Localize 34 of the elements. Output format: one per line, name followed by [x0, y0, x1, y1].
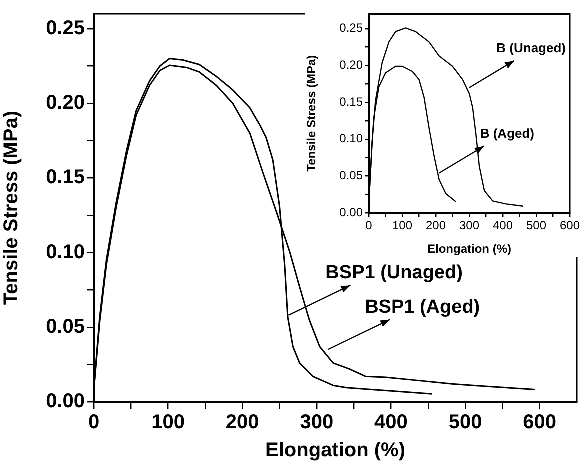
x-tick-label: 0	[88, 412, 100, 434]
y-tick-label: 0.25	[340, 21, 364, 36]
y-tick-label: 0.25	[46, 17, 85, 40]
x-tick-label: 300	[300, 412, 334, 434]
y-tick-label: 0.00	[46, 390, 85, 413]
y-tick-label: 0.20	[46, 92, 85, 114]
annotation: B (Unaged)	[496, 40, 566, 56]
x-tick-label: 600	[523, 412, 557, 434]
x-tick-label: 400	[374, 412, 408, 434]
y-axis-title: Tensile Stress (MPa)	[304, 55, 319, 172]
x-tick-label: 500	[448, 412, 482, 434]
x-tick-label: 100	[152, 412, 185, 434]
annotation: BSP1 (Unaged)	[326, 262, 463, 284]
y-axis-title: Tensile Stress (MPa)	[0, 110, 23, 306]
x-tick-label: 200	[226, 412, 260, 434]
x-tick-label: 400	[492, 218, 514, 233]
y-tick-label: 0.00	[340, 205, 364, 220]
x-tick-label: 600	[560, 218, 580, 233]
y-tick-label: 0.10	[46, 241, 85, 264]
annotation: B (Aged)	[480, 126, 535, 141]
x-tick-label: 200	[426, 218, 446, 233]
y-tick-label: 0.10	[340, 132, 364, 146]
y-tick-label: 0.15	[46, 166, 85, 189]
x-axis-title: Elongation (%)	[266, 440, 406, 462]
y-tick-label: 0.20	[340, 58, 364, 72]
x-tick-label: 100	[392, 218, 413, 233]
x-axis-title: Elongation (%)	[428, 242, 512, 256]
y-tick-label: 0.05	[340, 168, 364, 182]
y-tick-label: 0.05	[46, 316, 85, 338]
x-tick-label: 0	[366, 218, 373, 233]
x-tick-label: 300	[459, 218, 480, 233]
x-tick-label: 500	[526, 218, 547, 233]
annotation: BSP1 (Aged)	[365, 297, 480, 318]
y-tick-label: 0.15	[340, 94, 364, 109]
